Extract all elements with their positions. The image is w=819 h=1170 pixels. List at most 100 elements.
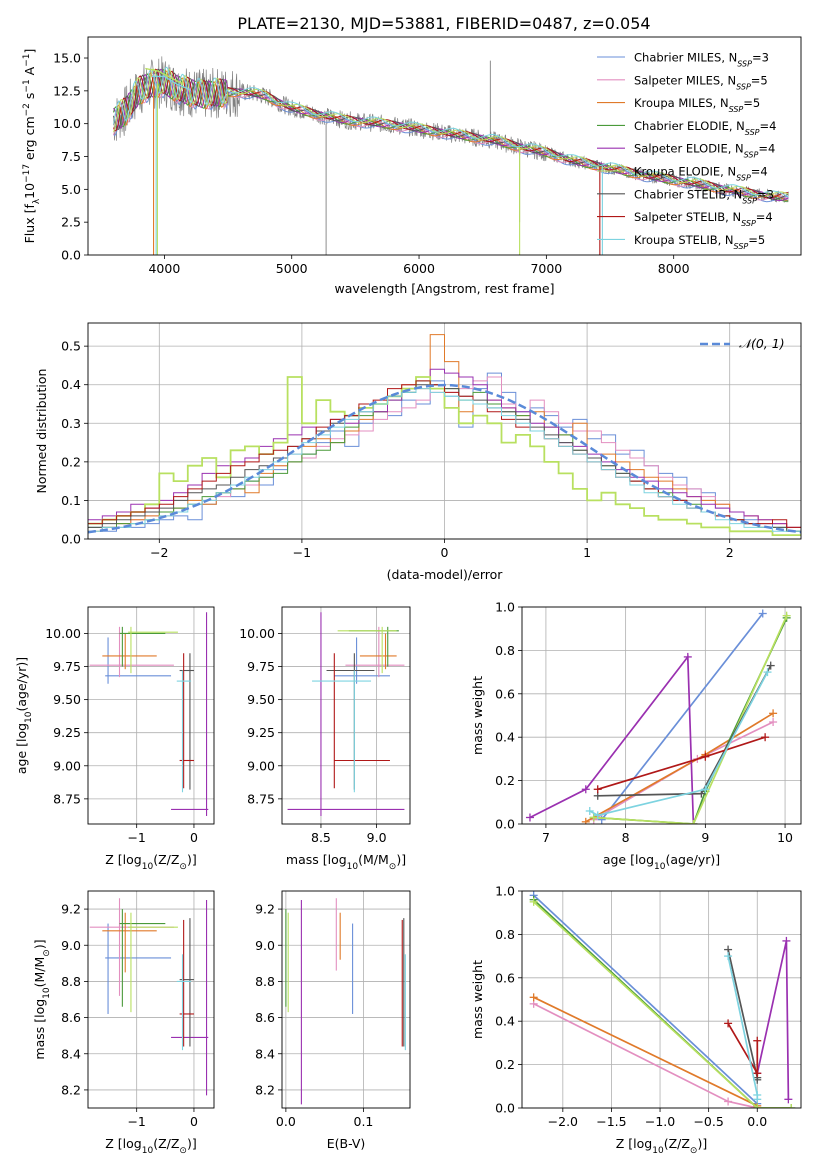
- label-part: ⊙: [690, 1146, 698, 1156]
- age_vs_z-plot-area: [89, 612, 209, 817]
- label-part: ⊙: [389, 862, 397, 872]
- legend-sub: SSP: [741, 219, 756, 228]
- x-tick-label: 0: [190, 830, 198, 845]
- weight-line-chabrier-miles: [533, 894, 758, 1105]
- legend-n: , N: [729, 119, 745, 133]
- legend-entry-chabrier-miles: Chabrier MILES, NSSP=3: [634, 51, 769, 69]
- label-part: ⊙: [42, 949, 52, 957]
- label-part: 10: [42, 987, 52, 999]
- legend-eq: =5: [743, 96, 760, 110]
- x-tick-label: −1.0: [645, 1114, 675, 1129]
- histogram-step-salpeter-elodie: [88, 368, 801, 528]
- x-tick-label: 0.0: [276, 1114, 296, 1129]
- y-tick-label: 0.3: [61, 416, 81, 431]
- spectrum-plot-area: [113, 56, 789, 255]
- x-tick-label: −2: [150, 545, 168, 560]
- legend-entry-salpeter-stelib: Salpeter STELIB, NSSP=4: [634, 210, 773, 228]
- label-part: Z [log: [105, 1136, 141, 1151]
- y-axis-label: mass weight: [470, 676, 485, 755]
- label-part: −2: [22, 103, 32, 116]
- weight_vs_z-plot-area: [529, 891, 796, 1108]
- y-tick-label: 0.6: [495, 970, 515, 985]
- label-part: A: [22, 66, 37, 79]
- axes-frame: [87, 890, 215, 1109]
- x-tick-label: 8000: [658, 261, 690, 276]
- y-tick-label: 9.0: [61, 938, 81, 953]
- model-fit-line-salpeter-stelib: [113, 68, 789, 199]
- legend-eq: =4: [756, 210, 773, 224]
- weight-line-salpeter-miles: [593, 721, 774, 821]
- x-axis-label: (data-model)/error: [387, 567, 504, 582]
- x-tick-label: −0.5: [693, 1114, 723, 1129]
- axes-frame: [521, 606, 802, 825]
- legend-n: , N: [726, 187, 742, 201]
- x-tick-label: −1.5: [596, 1114, 626, 1129]
- x-tick-label: 9.0: [367, 830, 387, 845]
- legend-entry-salpeter-miles: Salpeter MILES, NSSP=5: [634, 73, 768, 91]
- histogram-step-kroupa-elodie: [88, 376, 801, 536]
- x-tick-label: 0: [190, 1114, 198, 1129]
- legend-eq: =5: [751, 73, 768, 87]
- x-axis-label: age [log10(age/yr)]: [603, 852, 720, 872]
- legend-model: Kroupa ELODIE: [634, 165, 720, 179]
- y-tick-label: 0.0: [495, 1101, 515, 1116]
- y-tick-label: 8.75: [247, 791, 275, 806]
- y-tick-label: 1.0: [495, 884, 515, 899]
- age-vs-mass-panel: 8.5 9.0 8.75 9.00 9.25 9.50 9.75 10.00 mass [log…: [239, 606, 411, 872]
- x-tick-label: 8.5: [311, 830, 331, 845]
- label-part: ⊙: [179, 1146, 187, 1156]
- weight-line-kroupa-stelib: [589, 671, 769, 817]
- legend-model: Kroupa MILES: [634, 96, 713, 110]
- spectrum-panel: 4000 5000 6000 7000 8000 0.0 2.5 5.0 7.5 10.0 12.5…: [22, 36, 802, 296]
- x-tick-label: 10: [777, 830, 793, 845]
- legend-model: Chabrier ELODIE: [634, 119, 729, 133]
- x-tick-label: 0.1: [354, 1114, 374, 1129]
- axes-frame: [281, 890, 411, 1109]
- weight-line-kroupa-elodie: [593, 615, 788, 824]
- x-tick-label: 0.0: [747, 1114, 767, 1129]
- y-tick-label: 8.75: [53, 791, 81, 806]
- label-part: 10: [142, 1146, 154, 1156]
- legend-eq: =4: [751, 165, 768, 179]
- y-tick-label: 10.00: [239, 626, 275, 641]
- y-tick-label: 0.8: [495, 927, 515, 942]
- label-part: erg cm: [22, 116, 37, 164]
- y-tick-label: 1.0: [495, 600, 515, 615]
- y-tick-label: 5.0: [61, 182, 81, 197]
- x-tick-label: −1: [127, 1114, 145, 1129]
- label-part: (Z/Z: [153, 1136, 179, 1151]
- x-tick-label: −2.0: [548, 1114, 578, 1129]
- legend-sub: SSP: [734, 241, 749, 250]
- mass_vs_ebv-plot-area: [285, 898, 406, 1105]
- axes-frame: [521, 890, 802, 1109]
- weight-line-kroupa-elodie: [533, 901, 792, 1108]
- label-part: mass [log: [32, 999, 47, 1060]
- label-part: mass [log: [286, 852, 347, 867]
- label-part: age [log: [14, 723, 29, 774]
- x-axis-label: mass [log10(M/M⊙)]: [286, 852, 406, 872]
- label-part: (M/M: [32, 957, 47, 988]
- y-axis-label: age [log10(age/yr)]: [14, 657, 34, 774]
- y-tick-label: 8.8: [61, 974, 81, 989]
- label-part: Z [log: [616, 1136, 652, 1151]
- y-tick-label: 0.6: [495, 686, 515, 701]
- label-part: )]: [187, 1136, 197, 1151]
- y-tick-label: 8.2: [61, 1082, 81, 1097]
- y-axis-label: Normed distribution: [34, 369, 49, 494]
- y-tick-label: 8.4: [61, 1046, 81, 1061]
- residuals-plot-area: [88, 334, 801, 536]
- legend-entry-salpeter-elodie: Salpeter ELODIE, NSSP=4: [634, 142, 775, 160]
- legend-eq: =3: [752, 51, 769, 65]
- weight-line-salpeter-elodie: [756, 940, 790, 1100]
- legend-sub: SSP: [737, 59, 752, 68]
- label-part: −1: [22, 79, 32, 92]
- mass_vs_z-plot-area: [89, 898, 209, 1096]
- x-tick-label: 1: [583, 545, 591, 560]
- model-bump-kroupa-elodie: [145, 67, 184, 85]
- x-axis-label: E(B-V): [327, 1136, 366, 1151]
- label-part: 10: [22, 183, 37, 199]
- legend-model: Salpeter MILES: [634, 73, 720, 87]
- y-tick-label: 9.0: [255, 938, 275, 953]
